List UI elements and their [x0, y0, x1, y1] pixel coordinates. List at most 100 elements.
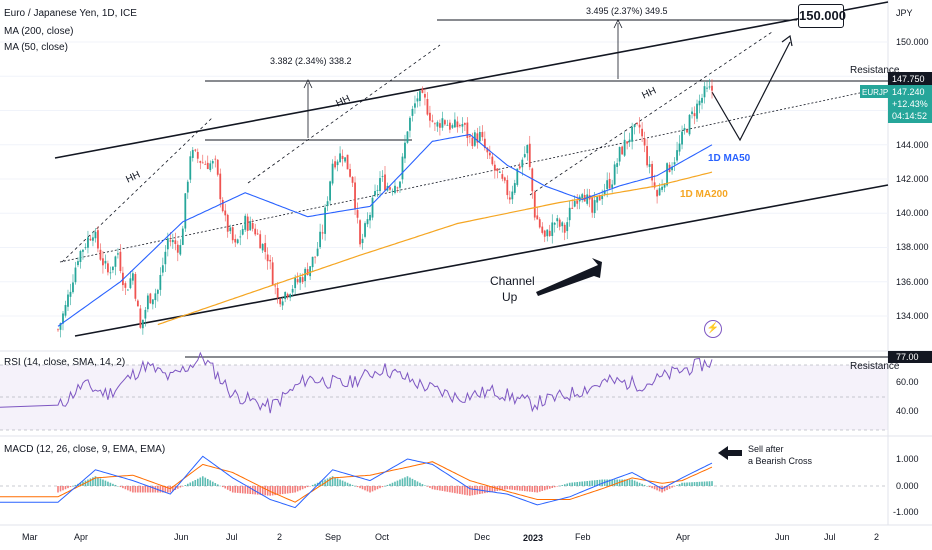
macd-histogram-bar	[688, 482, 691, 486]
macd-histogram-bar	[613, 479, 616, 486]
macd-histogram-bar	[239, 486, 242, 494]
candle-body	[671, 166, 673, 171]
candle-body	[411, 108, 414, 116]
macd-histogram-bar	[451, 486, 454, 493]
macd-histogram-bar	[668, 486, 671, 489]
macd-histogram-bar	[209, 480, 212, 486]
candle-body	[683, 127, 686, 131]
macd-histogram-bar	[154, 486, 157, 493]
macd-histogram-bar	[648, 486, 651, 488]
macd-histogram-bar	[261, 486, 264, 496]
macd-histogram-bar	[593, 480, 596, 486]
candle-body	[249, 221, 252, 231]
macd-histogram-bar	[633, 480, 636, 486]
price-tick: 144.000	[896, 140, 929, 150]
candle-body	[666, 163, 668, 186]
candle-body	[309, 266, 312, 277]
macd-histogram-bar	[626, 479, 628, 486]
macd-legend[interactable]: MACD (12, 26, close, 9, EMA, EMA)	[4, 444, 166, 455]
candle-body	[698, 100, 701, 106]
candle-body	[144, 309, 147, 319]
macd-histogram-bar	[291, 486, 294, 493]
macd-histogram-bar	[686, 482, 688, 486]
candle-body	[381, 175, 384, 177]
macd-histogram-bar	[416, 481, 419, 486]
candle-body	[324, 207, 326, 234]
macd-histogram-bar	[341, 480, 344, 486]
bar-countdown: 04:14:52	[892, 111, 927, 121]
candle-body	[389, 187, 391, 190]
candle-body	[82, 249, 84, 252]
macd-histogram-bar	[246, 486, 249, 494]
candle-body	[596, 196, 599, 203]
candle-body	[491, 156, 494, 165]
channel-mid-line	[59, 86, 889, 263]
macd-histogram-bar	[481, 486, 484, 494]
candle-body	[481, 131, 484, 138]
candle-body	[623, 139, 626, 156]
candle-body	[676, 150, 678, 161]
candle-body	[673, 162, 676, 165]
candle-body	[97, 230, 99, 249]
rsi-line	[0, 351, 713, 414]
macd-histogram-bar	[608, 479, 611, 486]
macd-tick: -1.000	[893, 507, 919, 517]
candle-body	[706, 87, 708, 89]
macd-histogram-bar	[199, 477, 202, 486]
candle-body	[703, 86, 706, 98]
candle-body	[656, 190, 658, 197]
macd-note-arrow	[718, 446, 742, 460]
candle-body	[166, 238, 169, 250]
macd-histogram-bar	[551, 486, 554, 488]
rsi-tick: 40.00	[896, 406, 919, 416]
macd-histogram-bar	[566, 483, 569, 486]
macd-histogram-bar	[541, 486, 544, 491]
time-label: 2	[277, 532, 282, 542]
candle-body	[341, 155, 344, 159]
macd-histogram-bar	[666, 486, 668, 491]
rsi-legend[interactable]: RSI (14, close, SMA, 14, 2)	[4, 357, 126, 368]
candle-body	[274, 285, 277, 287]
macd-histogram-bar	[396, 480, 399, 486]
candle-body	[119, 251, 122, 271]
time-label: Feb	[575, 532, 591, 542]
macd-histogram-bar	[321, 480, 324, 486]
time-label: Apr	[676, 532, 690, 542]
macd-histogram-bar	[94, 476, 97, 486]
ticker-tag-text: EURJPY	[862, 88, 894, 97]
candle-body	[226, 214, 229, 232]
macd-histogram-bar	[164, 486, 167, 493]
macd-histogram-bar	[681, 482, 683, 486]
macd-histogram-bar	[461, 486, 464, 495]
macd-histogram-bar	[571, 482, 574, 486]
candle-body	[593, 200, 596, 214]
indicator-ma50-legend[interactable]: MA (50, close)	[4, 42, 68, 53]
candle-body	[251, 223, 254, 229]
macd-histogram-bar	[708, 481, 711, 486]
macd-histogram-bar	[404, 477, 406, 486]
macd-histogram-bar	[501, 486, 504, 491]
macd-histogram-bar	[349, 483, 351, 486]
candle-body	[184, 193, 187, 229]
candle-body	[304, 268, 307, 282]
candle-body	[234, 238, 237, 243]
macd-histogram-bar	[189, 482, 192, 486]
indicator-ma200-legend[interactable]: MA (200, close)	[4, 26, 74, 37]
macd-histogram-bar	[411, 478, 414, 486]
macd-histogram-bar	[117, 486, 119, 487]
macd-tick: 0.000	[896, 481, 919, 491]
candle-body	[453, 119, 456, 128]
price-pane[interactable]	[0, 0, 888, 350]
candle-body	[558, 219, 561, 227]
macd-line	[0, 455, 713, 509]
candle-body	[521, 159, 524, 168]
lightning-icon[interactable]: ⚡	[704, 320, 722, 338]
symbol-title[interactable]: Euro / Japanese Yen, 1D, ICE	[4, 8, 137, 19]
macd-histogram-bar	[306, 486, 309, 488]
time-axis[interactable]: Mar Apr Jun Jul 2 Sep Oct Dec 2023 Feb A…	[22, 532, 879, 543]
candle-body	[319, 231, 321, 248]
candle-body	[236, 239, 239, 244]
channel-label-line1: Channel	[490, 274, 535, 288]
candle-body	[424, 94, 426, 98]
candle-body	[359, 220, 361, 245]
